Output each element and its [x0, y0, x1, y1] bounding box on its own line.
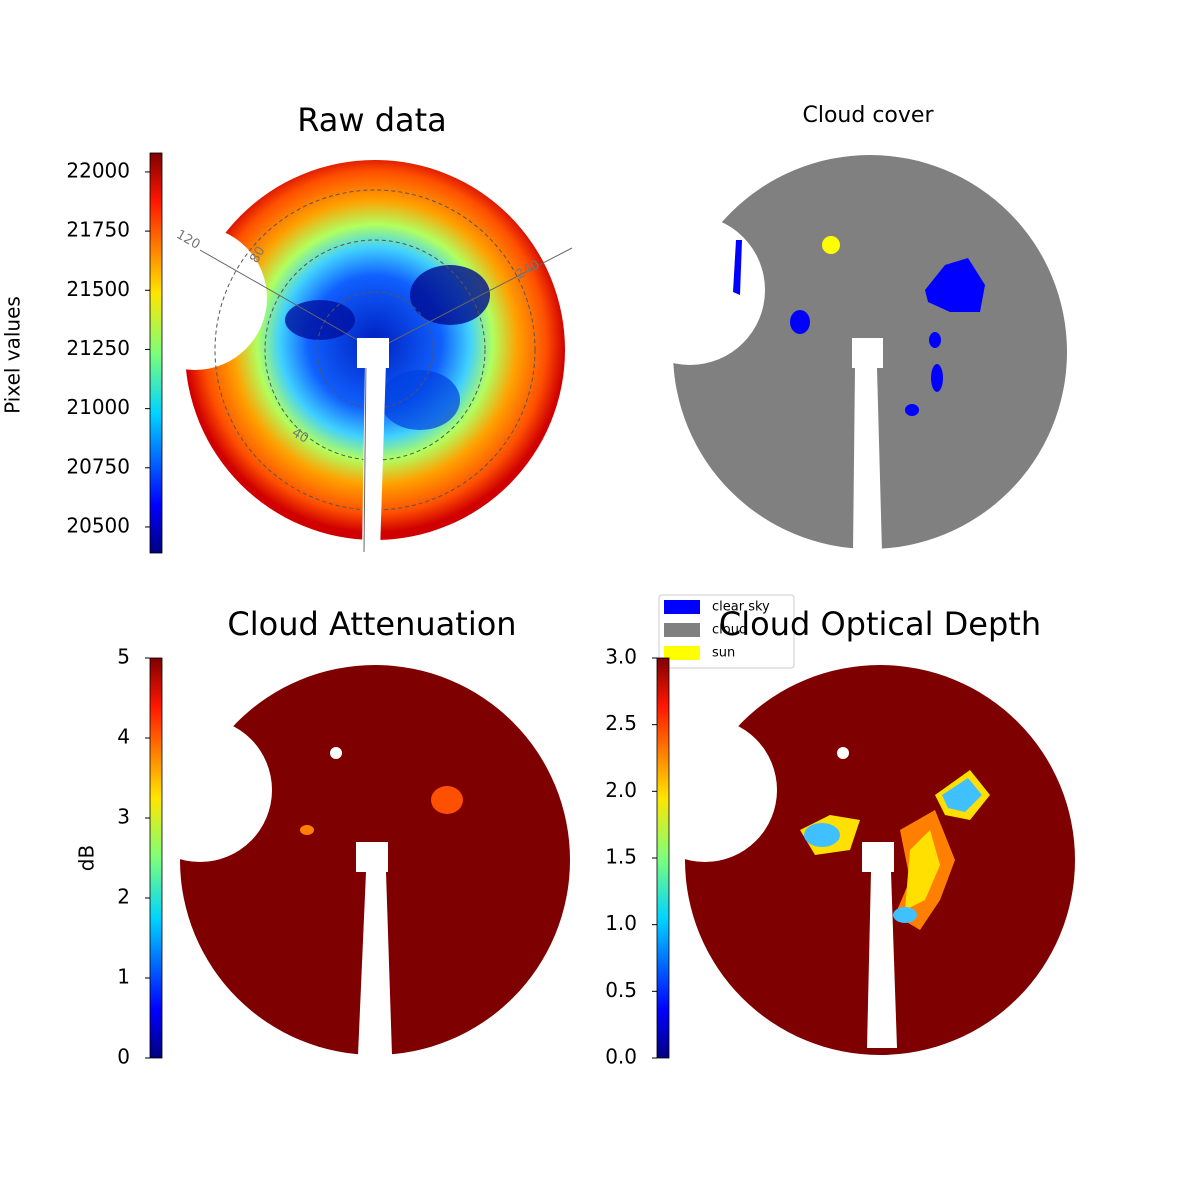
legend-label: clear sky: [712, 600, 770, 615]
polar-label: 80: [247, 244, 268, 266]
panel-title: Cloud cover: [803, 103, 935, 128]
colorbar-label: dB: [75, 845, 99, 871]
colorbar-tick-label: 3: [117, 805, 130, 829]
polar-label: 40: [289, 425, 311, 446]
colorbar: [149, 657, 163, 1059]
colorbar-tick-label: 1: [117, 965, 130, 989]
colorbar-tick-label: 21500: [66, 277, 130, 301]
raw-image: [123, 160, 573, 553]
colorbar-tick-label: 3.0: [605, 645, 637, 669]
colorbar-tick-label: 1.0: [605, 911, 637, 935]
colorbar: [149, 152, 163, 554]
colorbar: [656, 657, 670, 1059]
colorbar-tick-label: 2: [117, 885, 130, 909]
legend-label: cloud: [712, 623, 747, 638]
legend-swatch: [664, 623, 700, 637]
colorbar-tick-label: 5: [117, 645, 130, 669]
legend-swatch: [664, 600, 700, 614]
attenuation-image: [128, 665, 570, 1055]
legend-label: sun: [712, 646, 735, 661]
colorbar-tick-label: 1.5: [605, 845, 637, 869]
optical-depth-image: [633, 665, 1075, 1055]
panel-title: Raw data: [297, 101, 447, 139]
panel-title: Cloud Attenuation: [227, 605, 516, 643]
colorbar-tick-label: 21750: [66, 218, 130, 242]
colorbar-tick-label: 22000: [66, 158, 130, 182]
colorbar-tick-label: 2.5: [605, 711, 637, 735]
legend: clear sky cloud sun: [658, 594, 795, 669]
panel-title: Cloud Optical Depth: [719, 605, 1041, 643]
colorbar-label: Pixel values: [1, 296, 25, 414]
cloud-cover-image: [615, 155, 1067, 552]
colorbar-tick-label: 0: [117, 1045, 130, 1069]
colorbar-tick-label: 21000: [66, 395, 130, 419]
colorbar-tick-label: 20500: [66, 513, 130, 537]
colorbar-tick-label: 0.5: [605, 978, 637, 1002]
colorbar-tick-label: 2.0: [605, 778, 637, 802]
colorbar-tick-label: 20750: [66, 454, 130, 478]
colorbar-tick-label: 0.0: [605, 1045, 637, 1069]
colorbar-tick-label: 21250: [66, 336, 130, 360]
legend-swatch: [664, 646, 700, 660]
colorbar-tick-label: 4: [117, 725, 130, 749]
